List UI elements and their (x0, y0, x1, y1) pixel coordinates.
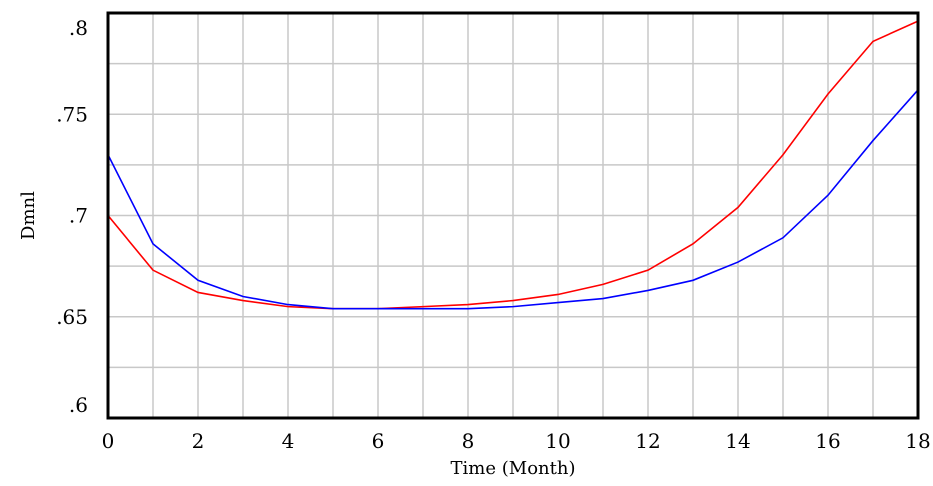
y-tick-labels: .6 .65 .7 .75 .8 (56, 16, 88, 417)
x-tick-label: 14 (725, 429, 750, 453)
x-axis-label: Time (Month) (451, 458, 576, 479)
x-tick-label: 18 (905, 429, 930, 453)
y-tick-label: .6 (69, 393, 88, 417)
x-tick-label: 12 (635, 429, 660, 453)
x-tick-label: 10 (545, 429, 570, 453)
x-tick-label: 4 (282, 429, 295, 453)
x-tick-label: 2 (192, 429, 205, 453)
x-tick-label: 16 (815, 429, 840, 453)
plot-frame (106, 11, 920, 420)
series-lines (107, 20, 919, 310)
y-tick-label: .75 (56, 102, 88, 126)
gridlines (108, 13, 918, 418)
series-line-1 (107, 20, 919, 310)
x-tick-label: 0 (102, 429, 115, 453)
y-tick-label: .65 (56, 305, 88, 329)
series-line-2 (107, 89, 919, 310)
y-tick-label: .8 (69, 16, 88, 40)
x-tick-labels: 0 2 4 6 8 10 12 14 16 18 (102, 429, 931, 453)
x-tick-label: 6 (372, 429, 385, 453)
y-tick-label: .7 (69, 204, 88, 228)
y-axis-label: Dmnl (18, 191, 39, 240)
x-tick-label: 8 (462, 429, 475, 453)
